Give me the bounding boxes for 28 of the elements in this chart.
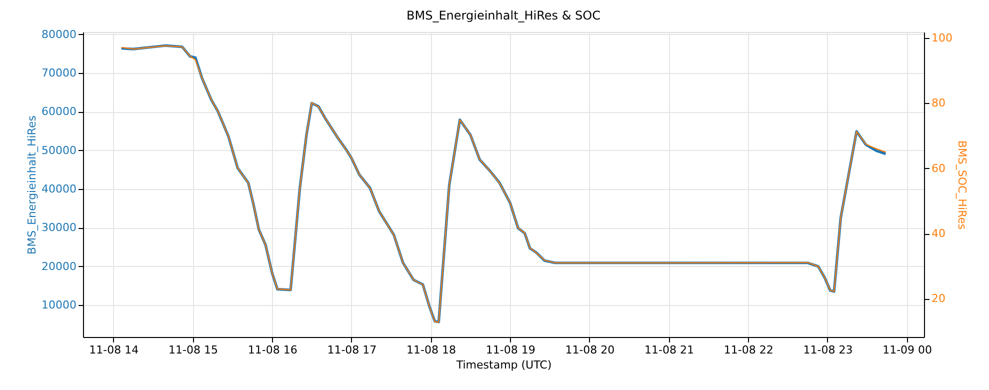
chart-title: BMS_Energieinhalt_HiRes & SOC — [406, 8, 600, 22]
x-tick-label: 11-08 18 — [406, 344, 456, 356]
y-tick-label: 60000 — [42, 105, 76, 118]
y-tick-label: 70000 — [42, 66, 76, 80]
x-tick-label: 11-08 21 — [644, 344, 694, 356]
x-tick-label: 11-08 22 — [724, 344, 774, 356]
x-axis-title: Timestamp (UTC) — [455, 358, 552, 372]
y-tick-label: 20000 — [42, 260, 76, 273]
x-tick-label: 11-08 15 — [168, 344, 218, 356]
y2-tick-label: 100 — [932, 31, 952, 44]
x-tick-label: 11-08 14 — [89, 344, 139, 356]
x-tick-label: 11-08 19 — [486, 344, 536, 356]
x-tick-label: 11-08 16 — [248, 344, 298, 356]
x-tick-label: 11-08 20 — [565, 344, 615, 356]
x-tick-label: 11-09 00 — [882, 344, 932, 356]
y-tick-label: 50000 — [42, 144, 76, 157]
x-tick-label: 11-08 23 — [803, 344, 853, 356]
y-tick-label: 80000 — [42, 28, 76, 41]
y-tick-label: 40000 — [42, 182, 76, 196]
y-tick-label: 30000 — [42, 221, 76, 234]
y-tick-label: 10000 — [42, 298, 76, 312]
y2-tick-label: 20 — [932, 292, 946, 306]
y2-tick-label: 40 — [932, 227, 946, 240]
x-tick-label: 11-08 17 — [327, 344, 377, 356]
y-axis-title: BMS_Energieinhalt_HiRes — [26, 115, 39, 254]
y2-axis-title: BMS_SOC_HiRes — [955, 140, 968, 230]
y2-tick-label: 60 — [932, 162, 946, 175]
y2-tick-label: 80 — [932, 96, 946, 110]
